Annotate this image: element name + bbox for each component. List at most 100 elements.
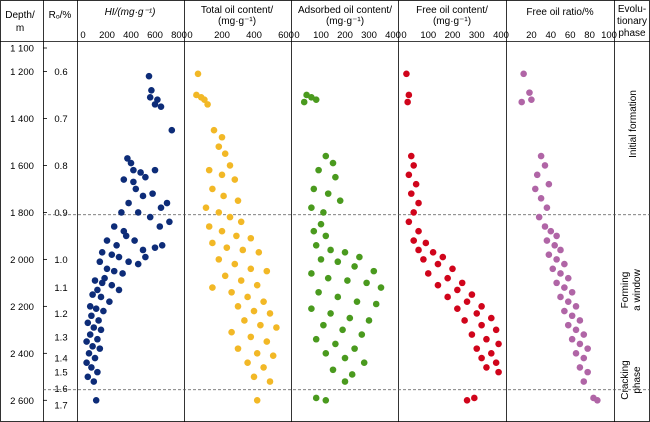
data-point xyxy=(130,178,137,186)
ro-tick-label: 1.1 xyxy=(54,283,67,294)
data-point xyxy=(96,345,104,352)
data-point xyxy=(308,305,315,313)
ro-tick-label: 0.6 xyxy=(54,67,67,78)
data-point xyxy=(363,279,370,287)
data-point xyxy=(166,218,173,226)
data-point xyxy=(215,143,223,150)
data-point xyxy=(564,298,572,305)
data-point xyxy=(118,209,125,216)
data-point xyxy=(125,258,132,266)
data-point xyxy=(209,284,216,291)
data-point xyxy=(315,166,322,174)
data-point xyxy=(94,368,101,376)
data-point xyxy=(142,173,149,181)
ro-tick-label: 1.2 xyxy=(54,309,67,320)
data-point xyxy=(594,397,601,404)
depth-tick-label: 1 200 xyxy=(10,67,34,78)
ro-header: Rₒ/% xyxy=(49,10,72,21)
data-point xyxy=(312,394,320,402)
x-tick-label: 0 xyxy=(187,30,192,41)
data-point xyxy=(478,303,485,310)
x-tick-label: 600 xyxy=(147,30,163,41)
data-point xyxy=(320,321,327,329)
data-point xyxy=(131,237,138,244)
ro-tick-label: 1.0 xyxy=(54,255,67,266)
x-tick-label: 200 xyxy=(99,30,115,41)
x-tick-label: 100 xyxy=(420,30,436,41)
data-point xyxy=(518,98,525,106)
data-point xyxy=(247,234,255,242)
depth-tick-label: 2 400 xyxy=(10,349,34,360)
data-point xyxy=(151,101,159,108)
data-point xyxy=(106,298,113,305)
data-point xyxy=(134,209,142,216)
data-point xyxy=(209,239,216,247)
data-point xyxy=(218,171,226,179)
data-point xyxy=(148,86,155,94)
data-point xyxy=(547,227,555,235)
data-point xyxy=(146,94,154,101)
data-point xyxy=(584,368,591,376)
data-point xyxy=(531,185,539,193)
data-point xyxy=(429,249,437,256)
ro-tick-label: 1.7 xyxy=(54,401,67,412)
data-point xyxy=(444,293,451,301)
data-point xyxy=(108,281,116,289)
data-point xyxy=(324,274,332,282)
data-point xyxy=(90,324,98,331)
data-point xyxy=(139,246,147,254)
depth-tick-label: 1 400 xyxy=(10,114,34,125)
data-point xyxy=(415,227,422,235)
data-point xyxy=(557,246,564,254)
data-point xyxy=(84,319,92,327)
data-point xyxy=(420,256,427,263)
data-point xyxy=(564,321,572,329)
data-point xyxy=(332,340,339,348)
data-point xyxy=(163,199,171,207)
data-point xyxy=(103,237,111,244)
x-tick-label: 300 xyxy=(469,30,485,41)
data-point xyxy=(209,185,216,193)
data-point xyxy=(358,331,366,338)
data-point xyxy=(580,331,588,338)
data-point xyxy=(97,326,105,334)
depth-tick-label: 1 100 xyxy=(10,44,34,55)
data-point xyxy=(353,298,361,305)
data-point xyxy=(228,288,235,296)
data-point xyxy=(157,204,165,212)
x-tick-label: 200 xyxy=(214,30,230,41)
data-point xyxy=(215,209,223,216)
data-point xyxy=(410,209,418,216)
x-tick-label: 80 xyxy=(584,30,595,41)
depth-tick-label: 2 200 xyxy=(10,302,34,313)
data-point xyxy=(422,239,430,247)
data-point xyxy=(405,171,413,179)
data-point xyxy=(483,364,490,371)
data-point xyxy=(545,251,553,258)
data-point xyxy=(94,286,101,294)
data-point xyxy=(543,204,551,212)
data-point xyxy=(100,307,107,315)
data-point xyxy=(115,286,123,294)
data-point xyxy=(139,192,147,200)
x-tick-label: 0 xyxy=(294,30,299,41)
data-point xyxy=(215,256,223,263)
phase-forming-label: a window xyxy=(632,268,643,310)
data-point xyxy=(312,96,320,103)
data-point xyxy=(151,244,159,251)
data-point xyxy=(537,195,545,202)
data-point xyxy=(95,317,102,324)
data-point xyxy=(86,331,94,338)
phase-initial-label: Initial formation xyxy=(628,90,639,158)
data-point xyxy=(312,241,320,249)
data-point xyxy=(119,270,126,277)
data-point xyxy=(557,293,564,301)
x-tick-label: 200 xyxy=(337,30,353,41)
data-point xyxy=(257,321,264,329)
data-point xyxy=(324,190,332,197)
data-point xyxy=(220,192,227,200)
x-tick-label: 60 xyxy=(565,30,576,41)
data-point xyxy=(234,303,242,310)
data-point xyxy=(247,265,255,273)
data-point xyxy=(341,378,349,385)
